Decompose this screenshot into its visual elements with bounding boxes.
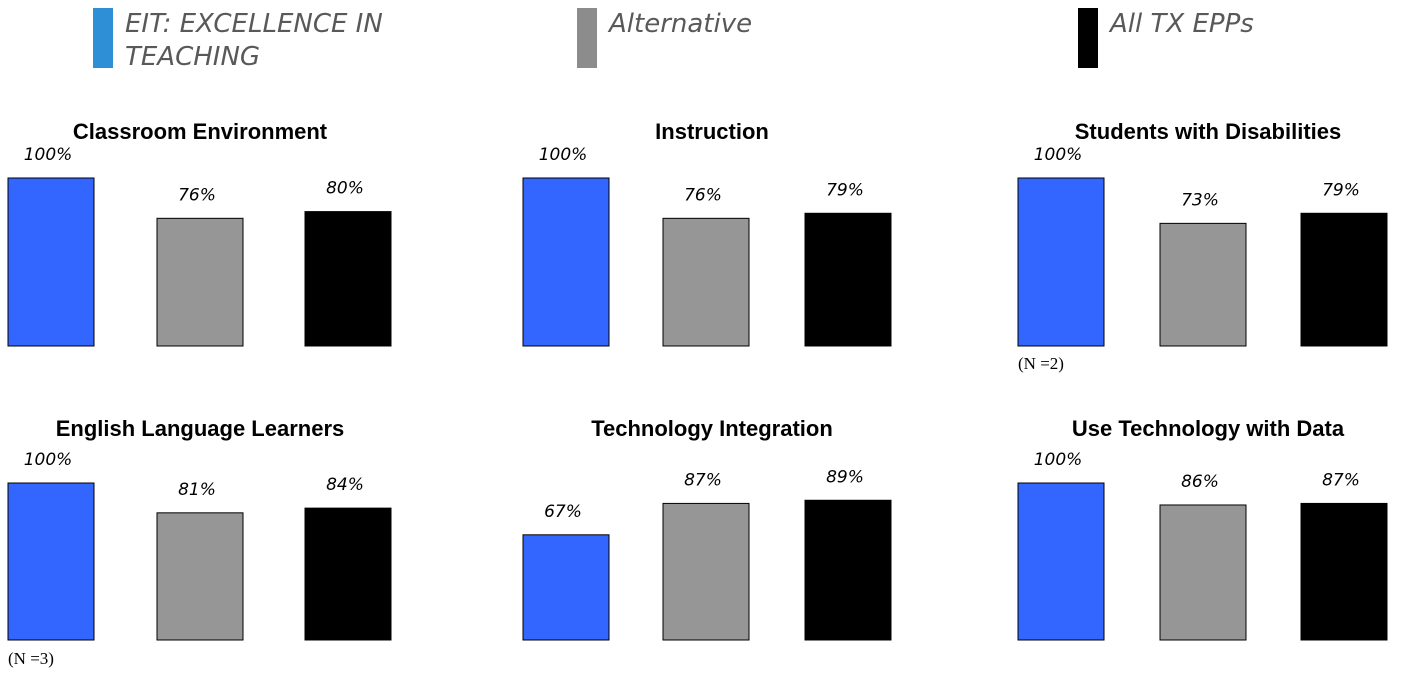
bar: [156, 217, 244, 347]
bar: [1017, 482, 1105, 641]
value-label: 100%: [1034, 145, 1083, 165]
chart-title: Instruction: [655, 119, 769, 144]
value-label: 76%: [684, 185, 722, 205]
value-label: 87%: [1322, 470, 1360, 490]
legend-swatch: [1078, 8, 1098, 68]
annotation: (N =3): [8, 649, 54, 668]
chart-title: Use Technology with Data: [1072, 416, 1345, 441]
bar: [1300, 502, 1388, 641]
value-label: 73%: [1181, 190, 1219, 210]
value-label: 67%: [544, 502, 582, 522]
value-label: 79%: [826, 180, 864, 200]
chart-title: English Language Learners: [56, 416, 345, 441]
value-label: 84%: [326, 475, 364, 495]
value-label: 89%: [826, 467, 864, 487]
bar: [804, 212, 892, 347]
bar: [1017, 177, 1105, 347]
value-label: 76%: [178, 185, 216, 205]
bar: [7, 177, 95, 347]
legend-label: All TX EPPs: [1110, 9, 1254, 39]
bar: [662, 217, 750, 347]
bar: [522, 177, 610, 347]
annotation: (N =2): [1018, 354, 1064, 373]
legend-swatch: [577, 8, 597, 68]
value-label: 81%: [178, 480, 216, 500]
value-label: 80%: [326, 179, 364, 199]
value-label: 100%: [539, 145, 588, 165]
bar: [804, 499, 892, 641]
bar: [522, 534, 610, 641]
legend-item: EIT: EXCELLENCE IN TEACHING: [93, 8, 415, 74]
legend-item: Alternative: [577, 8, 899, 68]
bar: [304, 507, 392, 641]
legend-item: All TX EPPs: [1078, 8, 1400, 68]
bar: [662, 502, 750, 641]
value-label: 86%: [1181, 472, 1219, 492]
bar: [7, 482, 95, 641]
bar: [304, 211, 392, 347]
value-label: 79%: [1322, 180, 1360, 200]
legend-label: Alternative: [609, 9, 753, 39]
legend-label: EIT: EXCELLENCE IN TEACHING: [125, 9, 383, 72]
bar: [1300, 212, 1388, 347]
chart-title: Students with Disabilities: [1075, 119, 1341, 144]
value-label: 100%: [24, 450, 73, 470]
chart-title: Technology Integration: [591, 416, 833, 441]
value-label: 100%: [1034, 450, 1083, 470]
bar: [1159, 222, 1247, 347]
value-label: 100%: [24, 145, 73, 165]
chart-title: Classroom Environment: [73, 119, 328, 144]
value-label: 87%: [684, 470, 722, 490]
legend-swatch: [93, 8, 113, 68]
bar: [156, 512, 244, 641]
bar: [1159, 504, 1247, 641]
